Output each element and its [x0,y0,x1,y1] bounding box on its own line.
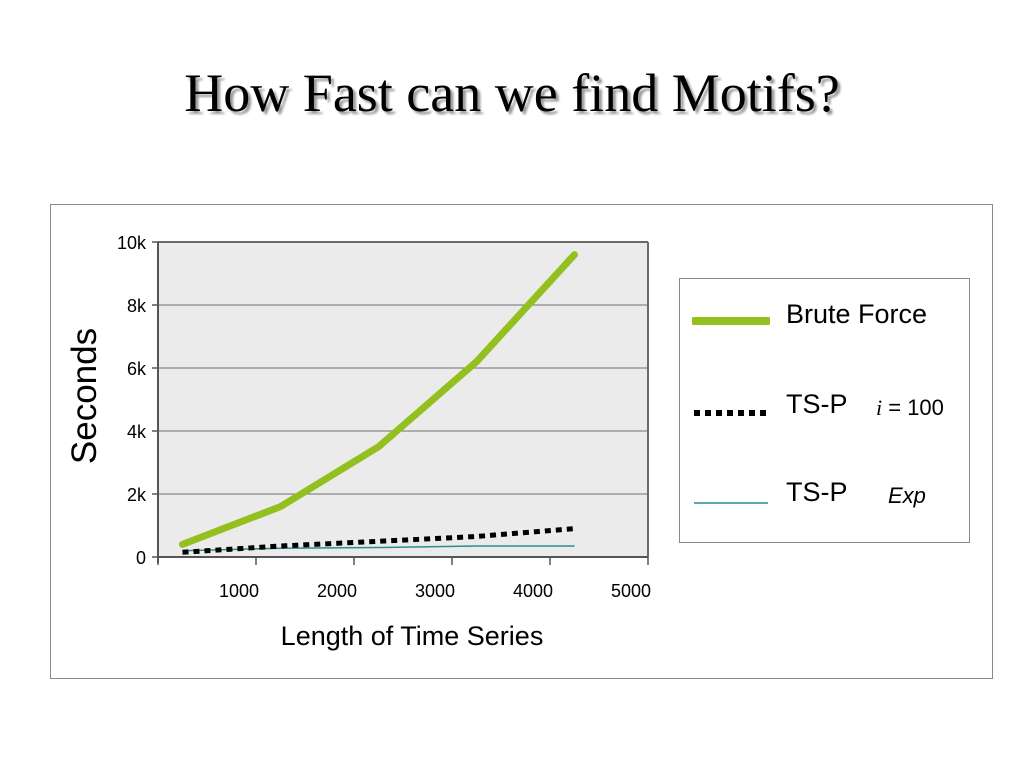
y-tick-label: 6k [127,359,147,379]
y-tick-label: 2k [127,485,147,505]
x-tick-label: 3000 [415,581,455,601]
y-tick-label: 10k [117,233,147,253]
legend-sublabel-italic: i [876,395,883,420]
x-axis-title: Length of Time Series [281,621,544,651]
legend-label: Brute Force [786,299,928,329]
legend-sublabel: Exp [888,483,926,509]
series-line-ts-p-exp [182,545,575,552]
legend-sublabel: i = 100 [876,395,944,421]
x-tick-label: 4000 [513,581,553,601]
legend-label: TS-P [786,389,848,419]
tick-labels: 0 2k 4k 6k 8k 10k 1000 2000 3000 4000 5000 [117,233,651,601]
legend-item-brute-force: Brute Force [680,291,969,351]
legend-label: TS-P [786,477,848,507]
legend-swatch-ts-p-i100 [694,410,768,416]
axes [152,241,649,565]
x-tick-label: 2000 [317,581,357,601]
chart-legend: Brute Force TS-P i = 100 TS-P Exp [679,278,970,543]
chart-frame [50,204,993,679]
legend-sublabel-rest: = 100 [882,395,944,420]
legend-swatch-brute-force [692,317,770,325]
series-layer [179,251,578,555]
legend-item-ts-p-exp: TS-P Exp [680,471,969,531]
x-tick-label: 5000 [611,581,651,601]
plot-area [158,242,648,557]
x-tick-label: 1000 [219,581,259,601]
series-line-brute-force [179,251,578,548]
legend-sublabel-italic: Exp [888,483,926,508]
y-tick-label: 0 [136,548,146,568]
slide-title: How Fast can we find Motifs? [184,63,840,123]
y-tick-label: 4k [127,422,147,442]
legend-item-ts-p-i100: TS-P i = 100 [680,381,969,441]
legend-swatch-ts-p-exp [694,502,768,504]
y-tick-label: 8k [127,296,147,316]
y-axis-title: Seconds [65,328,104,464]
